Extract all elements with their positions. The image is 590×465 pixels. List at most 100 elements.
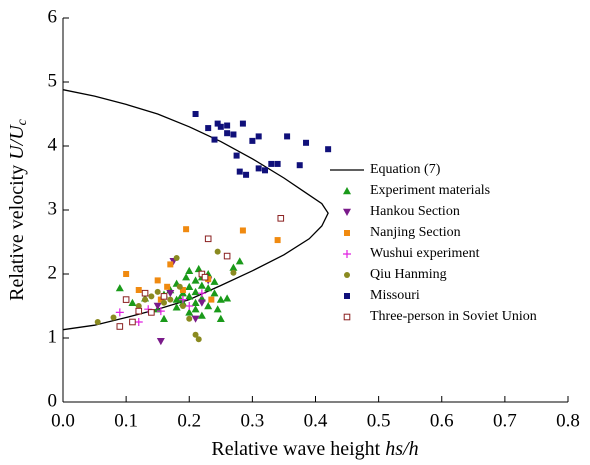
x-label-italic: hs/h: [385, 438, 418, 460]
y-tick-label: 0: [48, 390, 58, 411]
marker: [135, 307, 143, 315]
marker: [277, 215, 285, 222]
legend-marker: [344, 272, 350, 278]
marker: [192, 331, 199, 338]
marker: [134, 318, 143, 326]
marker: [233, 152, 240, 159]
marker: [216, 314, 225, 322]
marker: [135, 303, 142, 309]
x-tick-label: 0.8: [556, 410, 580, 431]
marker: [191, 287, 200, 296]
legend-marker: [343, 313, 351, 321]
marker: [239, 120, 246, 127]
marker: [191, 305, 200, 313]
marker: [230, 269, 237, 276]
legend-marker: [344, 293, 350, 299]
marker: [262, 167, 268, 174]
legend-label: Wushui experiment: [370, 246, 480, 261]
y-label-text: Relative velocity: [6, 160, 28, 301]
y-tick-label: 6: [48, 6, 58, 27]
marker: [183, 226, 190, 233]
marker: [214, 120, 221, 127]
marker: [217, 123, 224, 130]
marker: [197, 311, 206, 319]
marker: [166, 290, 175, 298]
legend-marker: [344, 230, 350, 236]
marker: [154, 288, 161, 295]
marker: [167, 261, 174, 268]
marker: [178, 295, 187, 304]
marker: [123, 271, 130, 277]
marker: [197, 281, 206, 289]
legend-marker: [343, 187, 351, 195]
equation-curve: [62, 89, 329, 331]
legend-label: Equation (7): [370, 162, 441, 177]
marker: [249, 137, 256, 144]
marker: [128, 298, 137, 306]
y-label-sub: c: [15, 118, 30, 125]
legend-label: Missouri: [370, 288, 420, 303]
marker: [235, 257, 244, 265]
x-tick-label: 0.3: [241, 410, 265, 431]
marker: [210, 277, 219, 285]
marker: [211, 136, 218, 143]
x-tick-label: 0.0: [51, 410, 75, 431]
marker: [230, 131, 237, 138]
marker: [195, 336, 202, 343]
marker: [325, 146, 332, 153]
marker: [274, 160, 281, 167]
marker: [296, 162, 303, 169]
marker: [179, 303, 186, 309]
y-tick-label: 5: [48, 70, 58, 91]
marker: [216, 295, 225, 303]
marker: [129, 318, 136, 326]
marker: [236, 168, 243, 175]
marker: [148, 293, 155, 300]
marker: [223, 252, 231, 260]
y-label-italic: U/U: [6, 124, 28, 160]
marker: [255, 165, 262, 172]
x-tick-label: 0.5: [367, 410, 391, 431]
marker: [229, 263, 238, 271]
marker: [148, 309, 155, 316]
marker: [191, 315, 200, 323]
marker: [179, 287, 186, 293]
marker: [284, 133, 291, 140]
marker: [185, 302, 194, 310]
marker: [167, 296, 174, 303]
y-tick-label: 4: [48, 134, 58, 155]
marker: [115, 284, 124, 292]
marker: [191, 298, 200, 306]
x-label-text: Relative wave height: [211, 438, 385, 460]
marker: [116, 323, 124, 330]
marker: [239, 227, 246, 234]
marker: [213, 305, 222, 313]
marker: [185, 292, 194, 300]
y-tick-label: 1: [48, 326, 58, 347]
marker: [255, 133, 262, 140]
marker: [268, 160, 275, 167]
marker: [197, 289, 206, 298]
x-tick-label: 0.7: [493, 410, 517, 431]
marker: [274, 237, 281, 244]
marker: [185, 266, 194, 274]
marker: [161, 299, 167, 306]
legend-marker: [343, 208, 351, 216]
marker: [194, 264, 203, 273]
marker: [185, 308, 194, 316]
marker: [208, 296, 215, 303]
marker: [205, 125, 212, 132]
x-tick-label: 0.4: [304, 410, 328, 431]
x-tick-label: 0.2: [177, 410, 201, 431]
legend-label: Experiment materials: [370, 183, 490, 198]
x-tick-label: 0.1: [114, 410, 138, 431]
legend-label: Nanjing Section: [370, 225, 461, 240]
marker: [214, 248, 221, 255]
y-tick-label: 3: [48, 198, 58, 219]
marker: [204, 284, 213, 292]
marker: [204, 302, 213, 310]
marker: [156, 338, 165, 346]
marker: [204, 235, 212, 243]
marker: [303, 139, 310, 146]
legend-marker: [343, 250, 351, 258]
